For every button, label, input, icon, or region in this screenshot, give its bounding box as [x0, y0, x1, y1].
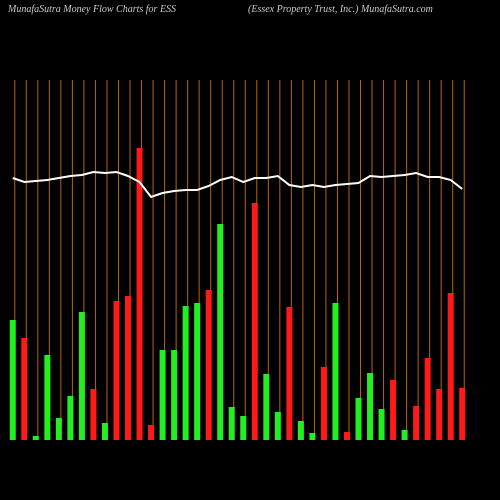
bar: [251, 203, 258, 440]
bar: [263, 374, 270, 440]
bar: [424, 358, 431, 440]
bar: [332, 303, 339, 440]
bar: [125, 296, 132, 440]
chart-title: MunafaSutra Money Flow Charts for ESS: [7, 4, 176, 15]
bar: [182, 306, 189, 440]
bar: [447, 293, 454, 440]
bar: [390, 380, 397, 440]
bar: [21, 338, 28, 440]
bar: [67, 396, 74, 440]
bar: [378, 409, 385, 440]
bar: [159, 350, 166, 440]
bar: [286, 307, 293, 440]
bar: [459, 388, 466, 440]
bar: [44, 355, 51, 440]
bar: [55, 418, 62, 440]
bar: [320, 367, 327, 440]
bar: [240, 416, 247, 440]
bar: [90, 389, 97, 440]
bar: [401, 430, 408, 440]
bar: [228, 407, 235, 440]
bar: [171, 350, 178, 440]
bar: [32, 436, 39, 440]
bar: [355, 398, 362, 440]
bar: [297, 421, 304, 440]
money-flow-line: [12, 170, 463, 199]
bar: [78, 312, 85, 440]
bar: [367, 373, 374, 440]
bar: [343, 432, 350, 440]
bar: [101, 423, 108, 440]
bar: [9, 320, 16, 440]
bar: [436, 389, 443, 440]
chart-subtitle: (Essex Property Trust, Inc.) MunafaSutra…: [248, 4, 433, 15]
bar: [274, 412, 281, 440]
bar: [309, 433, 316, 440]
bar: [148, 425, 155, 440]
bar: [113, 301, 120, 440]
bar: [136, 148, 143, 440]
bar: [217, 224, 224, 440]
bar: [194, 303, 201, 440]
bar: [205, 290, 212, 440]
bar: [413, 406, 420, 440]
